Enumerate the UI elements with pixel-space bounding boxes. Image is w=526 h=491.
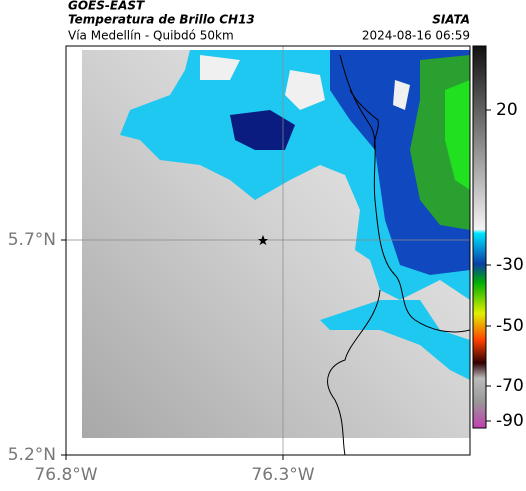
title: Temperatura de Brillo CH13 (68, 13, 255, 27)
source: GOES-EAST (68, 0, 145, 13)
colorbar-tick-label: 20 (496, 100, 518, 120)
satellite-image (66, 46, 470, 455)
colorbar-tick-label: -90 (496, 411, 524, 431)
colorbar (472, 45, 487, 429)
timestamp: 2024-08-16 06:59 (362, 29, 470, 43)
colorbar-tick-label: -30 (496, 255, 524, 275)
lat-label: 5.2°N (8, 445, 56, 465)
lat-label: 5.7°N (8, 230, 56, 250)
map-frame (65, 45, 471, 456)
org: SIATA (432, 13, 470, 27)
colorbar-tick-label: -70 (496, 376, 524, 396)
lon-label: 76.3°W (251, 465, 314, 485)
route: Vía Medellín - Quibdó 50km (68, 29, 234, 43)
lon-label: 76.8°W (34, 465, 97, 485)
colorbar-tick-label: -50 (496, 316, 524, 336)
